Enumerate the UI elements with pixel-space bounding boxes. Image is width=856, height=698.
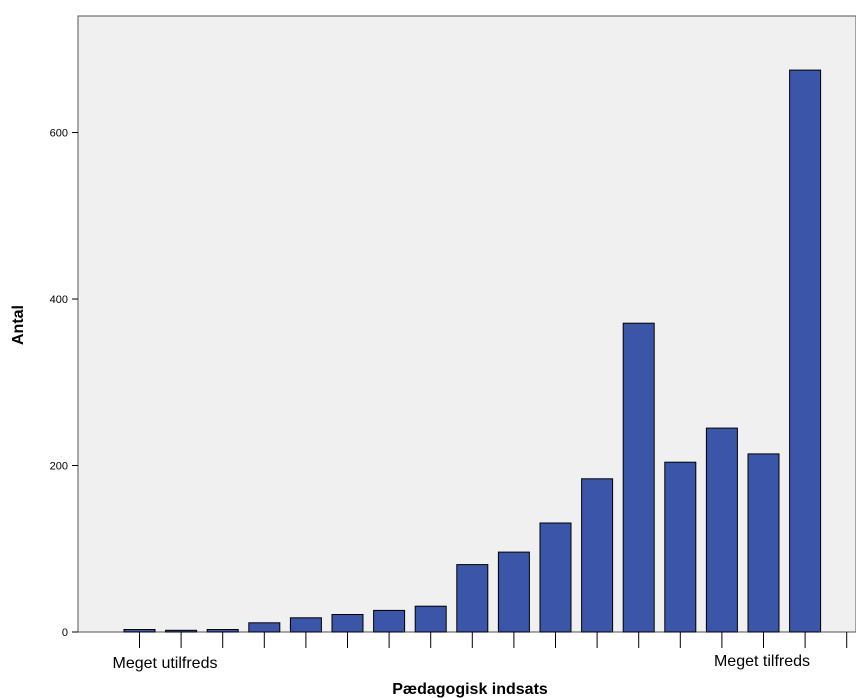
y-tick-label-0: 0 — [62, 627, 68, 639]
bar-10 — [497, 551, 530, 633]
bar-13 — [622, 322, 655, 633]
y-tick-label-400: 400 — [50, 294, 68, 306]
x-category-label-first: Meget utilfreds — [113, 655, 218, 672]
y-axis-title: Antal — [10, 305, 27, 345]
bar-3 — [206, 629, 239, 633]
bar-17 — [789, 69, 822, 633]
bar-1 — [123, 629, 156, 633]
plot-area — [77, 15, 856, 633]
x-axis-title: Pædagogisk indsats — [392, 681, 548, 698]
y-tick-label-200: 200 — [50, 461, 68, 473]
bar-2 — [165, 629, 198, 633]
x-axis — [139, 632, 848, 648]
y-axis: 0 200 400 600 — [50, 128, 78, 639]
bar-6 — [331, 614, 364, 633]
bar-16 — [747, 453, 780, 633]
bar-12 — [581, 478, 614, 633]
bar-15 — [705, 427, 738, 633]
y-tick-label-600: 600 — [50, 128, 68, 140]
bar-5 — [289, 617, 322, 633]
bar-7 — [373, 609, 406, 633]
bar-14 — [664, 461, 697, 633]
bar-8 — [414, 605, 447, 633]
bars-group — [123, 69, 822, 633]
x-category-label-last: Meget tilfreds — [714, 653, 810, 670]
bar-11 — [539, 522, 572, 633]
bar-9 — [456, 564, 489, 633]
bar-4 — [248, 622, 281, 633]
